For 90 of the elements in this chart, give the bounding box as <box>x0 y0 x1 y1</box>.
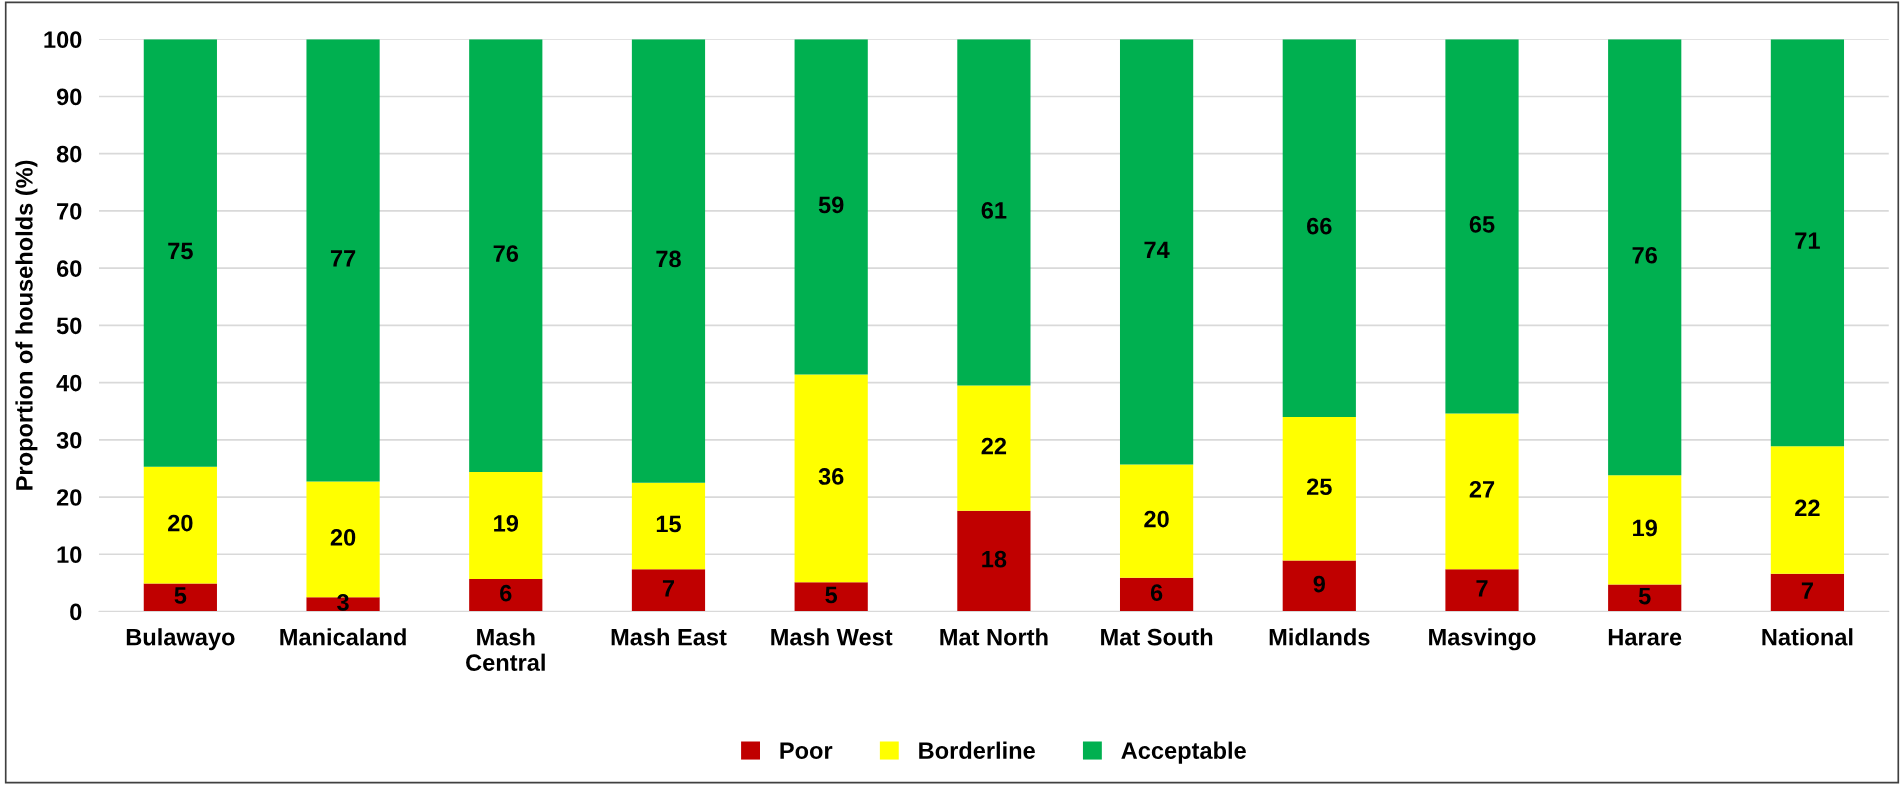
bar <box>1282 560 1356 612</box>
x-tick-label: Mash East <box>611 628 727 646</box>
data-label: 22 <box>981 437 1007 455</box>
data-label: 59 <box>818 196 844 214</box>
x-tick-label: Harare <box>1608 629 1682 646</box>
data-label: 25 <box>1306 478 1332 496</box>
bar <box>794 374 868 583</box>
bar <box>469 471 543 579</box>
data-label: 7 <box>662 580 675 597</box>
data-label: 76 <box>1632 246 1657 264</box>
data-label: 27 <box>1469 480 1495 498</box>
bar <box>1119 577 1194 612</box>
bar <box>957 385 1031 511</box>
data-label: 6 <box>1150 584 1163 601</box>
bar <box>469 578 543 612</box>
x-tick-label: Mat North <box>940 628 1048 646</box>
data-label: 18 <box>982 550 1007 568</box>
bar <box>631 569 706 612</box>
bar <box>957 510 1031 612</box>
bar <box>1282 39 1356 417</box>
x-tick-label: Mash Central <box>466 628 545 671</box>
data-label: 36 <box>818 468 844 485</box>
data-label: 75 <box>168 242 193 260</box>
data-label: 5 <box>825 586 838 604</box>
bar <box>1445 413 1519 570</box>
bar <box>306 39 380 482</box>
bar <box>794 582 868 612</box>
data-label: 19 <box>494 515 519 532</box>
data-label: 5 <box>174 587 187 604</box>
data-label: 78 <box>656 250 681 268</box>
y-tick-label: 30 <box>56 431 82 449</box>
bar <box>1770 39 1845 447</box>
bar <box>1119 464 1194 578</box>
x-tick-label: Masvingo <box>1429 628 1536 651</box>
data-label: 20 <box>1144 510 1169 528</box>
x-tick-label: National <box>1762 628 1853 646</box>
data-label: 65 <box>1469 216 1495 233</box>
bar <box>1445 569 1519 612</box>
y-tick-label: 10 <box>57 546 82 564</box>
legend-label: Poor <box>780 742 833 759</box>
y-tick-label: 60 <box>56 260 82 277</box>
bar <box>1282 416 1356 561</box>
bar <box>143 39 217 467</box>
x-tick-label: Midlands <box>1269 628 1370 646</box>
y-tick-label: 50 <box>56 317 82 335</box>
data-label: 19 <box>1633 519 1657 537</box>
data-label: 15 <box>656 515 681 533</box>
bar <box>631 482 706 570</box>
data-label: 20 <box>330 529 356 546</box>
data-label: 7 <box>1476 580 1488 597</box>
y-axis-title: Proportion of households (%) <box>15 160 38 490</box>
x-tick-label: Mat South <box>1101 628 1213 646</box>
y-tick-label: 80 <box>56 145 82 163</box>
data-label: 71 <box>1795 232 1820 249</box>
bar <box>1770 573 1845 612</box>
legend-label: Borderline <box>919 741 1035 759</box>
y-tick-label: 100 <box>44 31 82 49</box>
bar <box>1608 475 1682 585</box>
y-tick-label: 90 <box>56 88 82 106</box>
data-label: 22 <box>1795 499 1820 517</box>
y-tick-label: 40 <box>56 374 82 392</box>
bar <box>469 39 543 472</box>
bar <box>143 466 217 584</box>
bar <box>1119 39 1194 465</box>
x-tick-label: Bulawayo <box>126 628 235 651</box>
y-tick-label: 20 <box>56 489 82 506</box>
y-tick-label: 70 <box>57 203 82 220</box>
data-label: 20 <box>168 514 193 532</box>
data-label: 9 <box>1313 575 1325 593</box>
data-label: 7 <box>1801 582 1813 599</box>
bar <box>143 583 217 612</box>
data-label: 5 <box>1638 587 1651 605</box>
bar <box>1770 446 1845 574</box>
data-label: 61 <box>981 201 1007 219</box>
bar <box>794 39 868 375</box>
bar <box>957 39 1031 386</box>
x-tick-label: Manicaland <box>280 628 406 646</box>
data-label: 66 <box>1307 217 1332 235</box>
y-tick-label: 0 <box>70 603 82 621</box>
bar <box>631 39 706 483</box>
bar <box>1608 584 1682 612</box>
data-label: 6 <box>500 584 512 602</box>
bar <box>1608 39 1682 476</box>
data-label: 77 <box>330 250 356 267</box>
data-label: 74 <box>1144 241 1170 258</box>
data-label: 76 <box>493 245 519 262</box>
data-label: 3 <box>337 593 349 611</box>
x-tick-label: Mash West <box>771 628 893 646</box>
legend-label: Acceptable <box>1121 741 1246 764</box>
bar <box>1445 39 1519 414</box>
